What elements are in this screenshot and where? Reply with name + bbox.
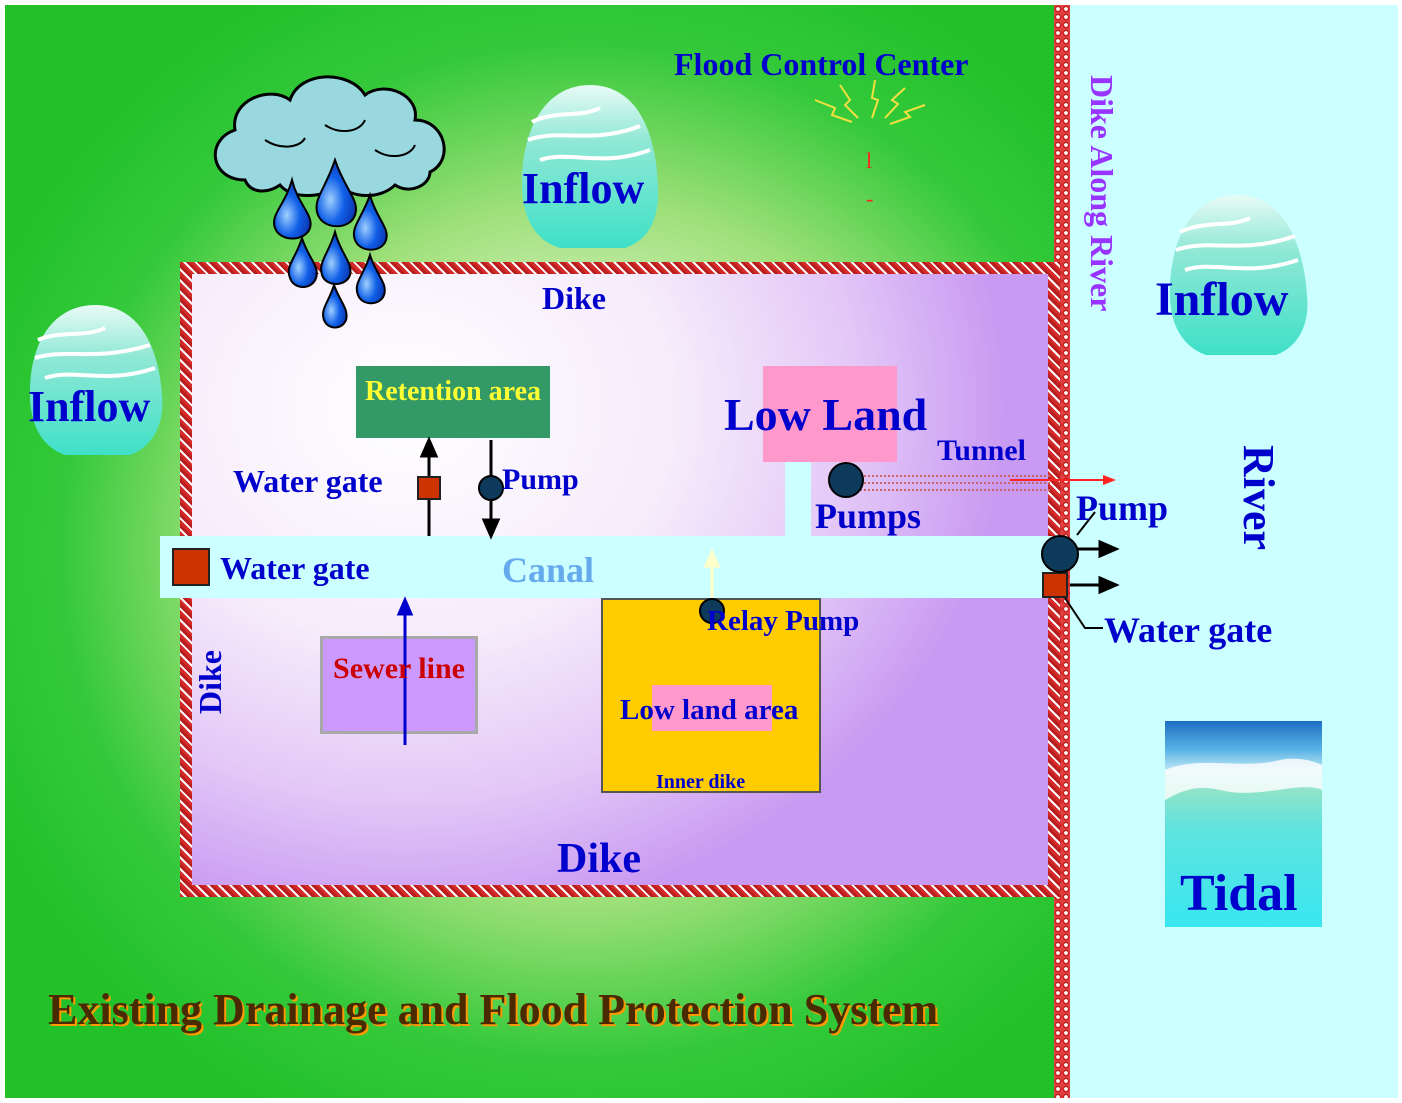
relay-pump-arrow	[703, 548, 721, 598]
pumps-low-land	[828, 462, 864, 498]
diagram-title: Existing Drainage and Flood Protection S…	[48, 985, 939, 1034]
retention-area-label: Retention area	[365, 376, 541, 407]
canal-channel	[160, 536, 1060, 598]
inflow-water-icon-left	[29, 305, 163, 455]
pumps-label: Pumps	[815, 496, 922, 536]
flood-control-center-dash: -	[866, 186, 874, 211]
canal-label: Canal	[502, 550, 595, 590]
dike-label-left: Dike	[192, 650, 228, 714]
pump-label-river: Pump	[1076, 488, 1169, 528]
water-gate-west	[172, 548, 210, 586]
tidal-picture	[1165, 721, 1322, 927]
tidal-wave-icon	[1165, 758, 1322, 800]
water-gate-retention	[417, 476, 441, 500]
flood-control-center-glyph: l	[866, 148, 873, 173]
sewer-flow-arrow	[396, 596, 414, 745]
flood-control-center-label: Flood Control Center	[674, 46, 969, 82]
low-land-area-label: Low land area	[620, 694, 799, 726]
sewer-line-label: Sewer line	[333, 652, 465, 685]
dike-along-river-label: Dike Along River	[1084, 75, 1120, 312]
tunnel-label: Tunnel	[937, 434, 1026, 467]
relay-pump	[699, 598, 725, 624]
inflow-label-top: Inflow	[522, 164, 645, 213]
inflow-water-icon-top	[521, 85, 659, 248]
river-label: River	[1234, 445, 1283, 551]
pump-channel	[785, 462, 811, 542]
water-gate-river	[1042, 572, 1068, 598]
pump-retention	[478, 475, 504, 501]
pump-label-retention: Pump	[502, 463, 579, 496]
tidal-label: Tidal	[1180, 865, 1298, 922]
water-gate-label-river: Water gate	[1104, 610, 1273, 650]
low-land-box	[763, 366, 897, 462]
sewer-line-box	[320, 636, 478, 734]
dike-label-top: Dike	[542, 280, 606, 316]
retention-area-box	[356, 366, 550, 438]
rain-drops-icon	[273, 156, 388, 329]
dike-label-bottom: Dike	[557, 836, 641, 882]
tunnel-lines	[860, 475, 1116, 491]
low-land-label: Low Land	[724, 389, 928, 440]
inflow-label-right: Inflow	[1155, 273, 1289, 326]
inflow-water-icon-right	[1169, 195, 1308, 355]
pump-river	[1041, 535, 1079, 573]
water-gate-label-retention: Water gate	[233, 463, 383, 499]
water-gate-label-canal: Water gate	[220, 550, 370, 586]
inflow-label-left: Inflow	[28, 382, 151, 431]
relay-pump-label: Relay Pump	[707, 605, 860, 637]
leader-lines	[1064, 511, 1103, 629]
flood-control-signal-icon	[814, 79, 926, 125]
low-land-area-box	[652, 685, 772, 731]
inner-dike-label: Inner dike	[656, 771, 746, 793]
